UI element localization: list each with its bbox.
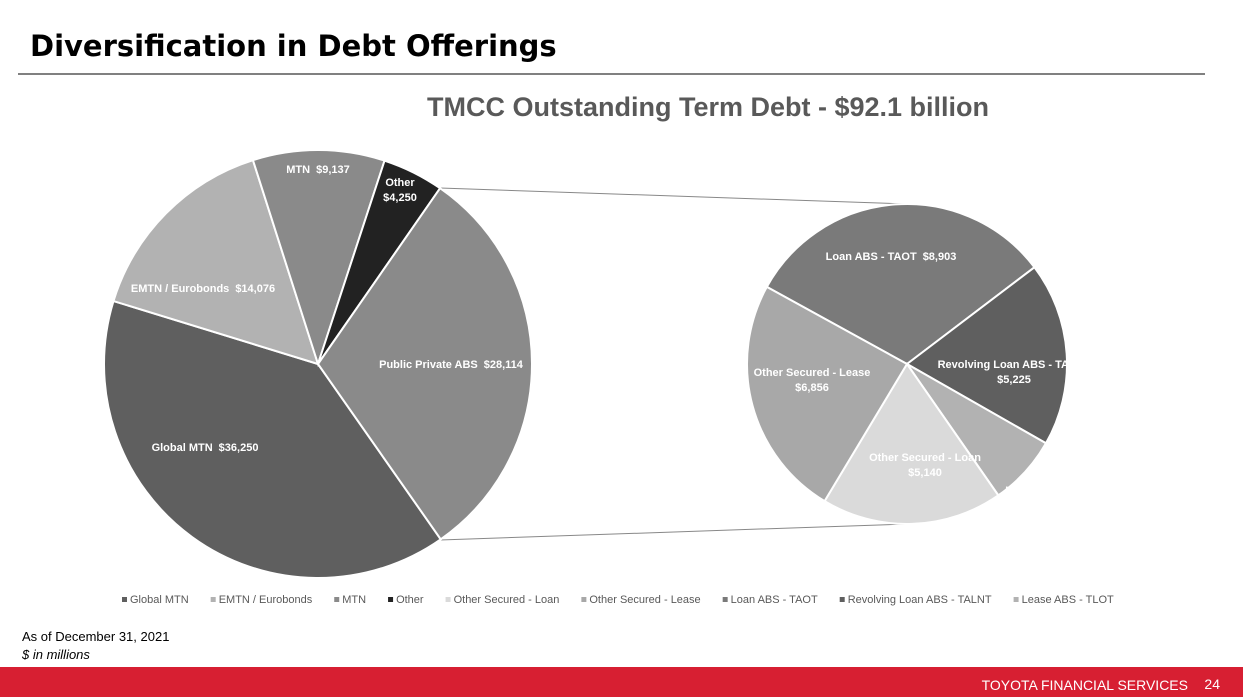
note: As of December 31, 2021 [22,629,169,644]
data-label: Other Secured - Loan $5,140 [869,452,981,479]
label-name: Other Secured - Loan [869,452,981,464]
legend-swatch [210,597,216,602]
connector [439,523,908,541]
label-value: $14,076 [235,283,275,295]
data-label: EMTN / Eurobonds $14,076 [131,283,275,295]
legend-swatch [445,597,451,602]
legend-swatch [388,597,394,602]
pie-slice [823,362,1000,525]
label-name: Loan ABS - TAOT [826,251,917,263]
pie-slice [905,265,1069,445]
legend-swatch [334,597,340,602]
legend: Global MTN EMTN / Eurobonds MTN Other Other … [122,594,1114,606]
label-value: $1,990 [1036,500,1070,512]
page-number: 24 [1204,676,1220,692]
slide-title: Diversification in Debt Offerings [30,29,557,63]
legend-label: Revolving Loan ABS - TALNT [848,594,992,606]
label-name: Global MTN [152,442,213,454]
legend-label: Loan ABS - TAOT [731,594,818,606]
data-label: Other Secured - Lease $6,856 [754,367,871,394]
label-name: Public Private ABS [379,359,478,371]
legend-swatch [839,597,845,602]
legend-label: Other Secured - Lease [589,594,700,606]
legend-label: Other Secured - Loan [454,594,560,606]
chart-title: TMCC Outstanding Term Debt - $92.1 billi… [427,92,989,122]
label-name: Lease ABS - TLOT [1005,485,1101,497]
legend-label: Global MTN [130,594,189,606]
label-value: $8,903 [923,251,957,263]
legend-swatch [1013,597,1019,602]
label-name: EMTN / Eurobonds [131,283,229,295]
label-value: $4,250 [383,192,417,204]
data-label: Global MTN $36,250 [152,442,259,454]
label-value: $6,856 [795,382,829,394]
pie-slice [251,149,386,368]
data-label: Other $4,250 [383,177,417,204]
legend-swatch [122,597,127,602]
pie-slice [746,285,909,503]
legend-label: Lease ABS - TLOT [1022,594,1114,606]
label-name: Revolving Loan ABS - TALNT [938,359,1091,371]
legend-label: MTN [342,594,366,606]
footer-bar [0,667,1243,697]
legend-label: EMTN / Eurobonds [219,594,313,606]
label-name: MTN [286,164,310,176]
data-label: Public Private ABS $28,114 [379,359,524,371]
data-label: Loan ABS - TAOT $8,903 [826,251,957,263]
legend-label: Other [396,594,424,606]
label-value: $28,114 [484,359,524,371]
legend-swatch [581,597,587,602]
label-value: $9,137 [316,164,350,176]
pie-slice [112,158,320,366]
footer-brand: TOYOTA FINANCIAL SERVICES [982,677,1188,693]
connector [439,187,908,205]
data-label: Revolving Loan ABS - TALNT $5,225 [938,359,1091,386]
pie-slice [316,186,533,541]
pie-slice [765,203,1036,366]
pie-slice [103,299,443,579]
pies: Global MTN $36,250 EMTN / Eurobonds $14,076… [103,149,1101,579]
label-value: $5,140 [908,467,942,479]
data-label: Lease ABS - TLOT $1,990 [1005,485,1101,512]
label-value: $36,250 [219,442,259,454]
label-name: Other [385,177,415,189]
note: $ in millions [21,647,90,662]
legend-swatch [722,597,728,602]
label-name: Other Secured - Lease [754,367,871,379]
data-label: MTN $9,137 [286,164,349,176]
label-value: $5,225 [997,374,1031,386]
